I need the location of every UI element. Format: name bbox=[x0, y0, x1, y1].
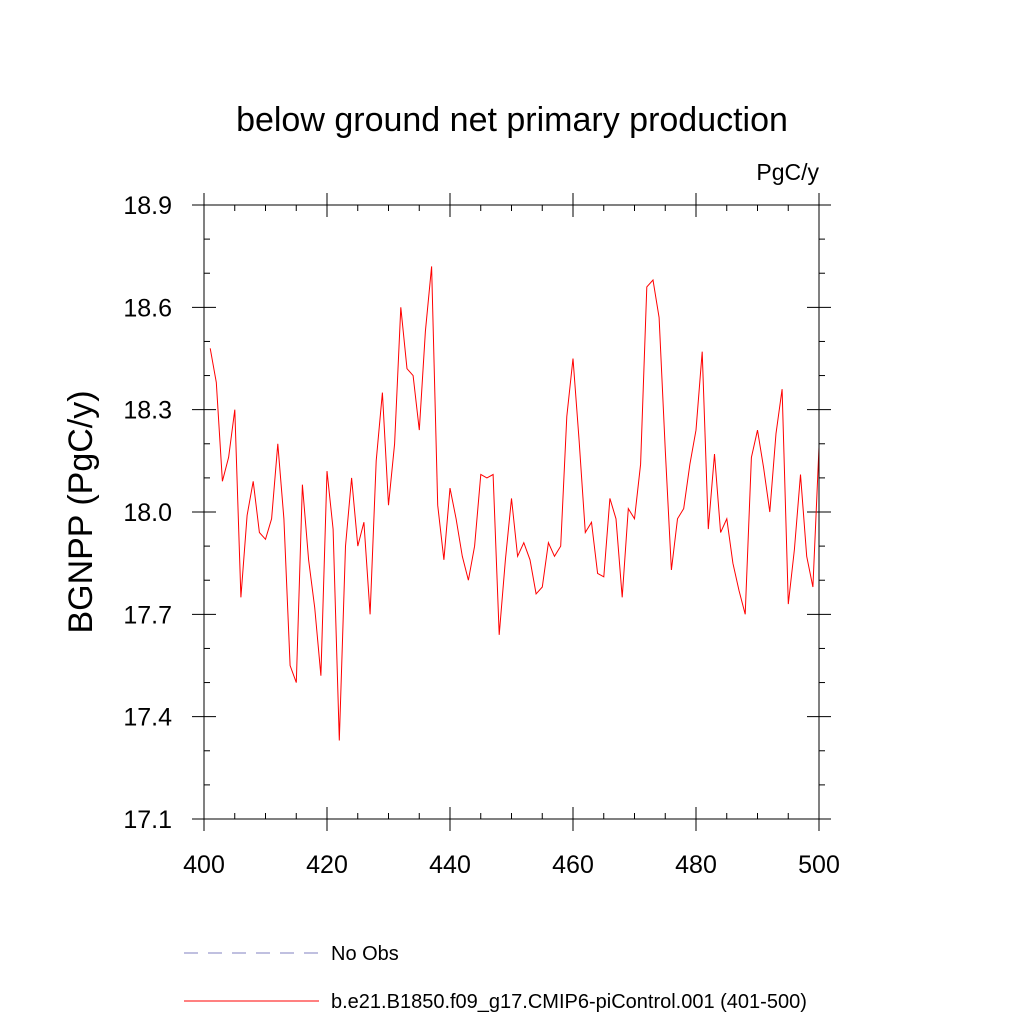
y-tick-label: 18.3 bbox=[123, 397, 172, 425]
x-tick-label: 400 bbox=[183, 851, 225, 879]
y-tick-label: 17.7 bbox=[123, 601, 172, 629]
y-tick-label: 18.9 bbox=[123, 192, 172, 220]
legend-label-model: b.e21.B1850.f09_g17.CMIP6-piControl.001 … bbox=[331, 991, 807, 1013]
legend-label-no-obs: No Obs bbox=[331, 943, 399, 965]
x-tick-labels: 400 420 440 460 480 500 bbox=[183, 851, 840, 879]
x-tick-label: 460 bbox=[552, 851, 594, 879]
series-line bbox=[209, 266, 820, 741]
x-tick-label: 480 bbox=[675, 851, 717, 879]
y-tick-label: 18.0 bbox=[123, 499, 172, 527]
y-tick-label: 18.6 bbox=[123, 294, 172, 322]
axis-ticks bbox=[192, 193, 831, 831]
y-axis-label: BGNPP (PgC/y) bbox=[62, 390, 100, 633]
units-label: PgC/y bbox=[756, 159, 819, 185]
x-tick-label: 500 bbox=[798, 851, 840, 879]
legend: No Obs b.e21.B1850.f09_g17.CMIP6-piContr… bbox=[184, 943, 807, 1013]
y-tick-labels: 17.1 17.4 17.7 18.0 18.3 18.6 18.9 bbox=[123, 192, 172, 834]
x-tick-label: 420 bbox=[306, 851, 348, 879]
plot-frame bbox=[203, 204, 820, 820]
y-tick-label: 17.4 bbox=[123, 704, 172, 732]
y-tick-label: 17.1 bbox=[123, 806, 172, 834]
chart-title: below ground net primary production bbox=[236, 101, 788, 139]
x-tick-label: 440 bbox=[429, 851, 471, 879]
